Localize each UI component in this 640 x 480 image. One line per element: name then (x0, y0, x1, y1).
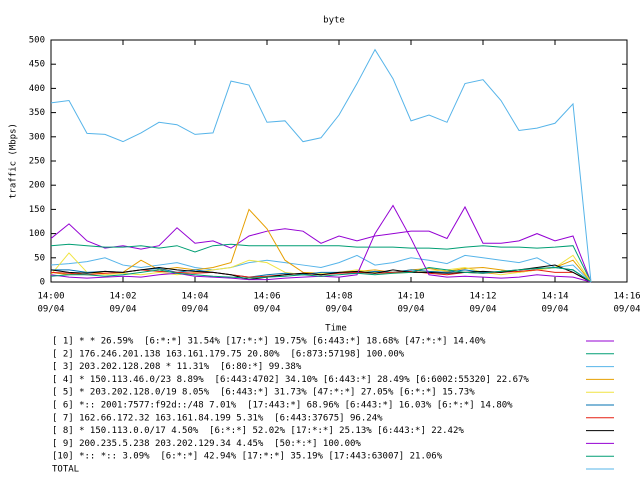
x-tick-label: 14:08 (325, 292, 352, 302)
y-tick-label: 350 (29, 108, 45, 118)
legend-label: [ 9] 200.235.5.238 203.202.129.34 4.45% … (52, 439, 361, 449)
x-tick-date: 09/04 (181, 305, 208, 315)
legend-label: [10] *:: *:: 3.09% [6:*:*] 42.94% [17:*:… (52, 452, 443, 462)
x-tick-label: 14:14 (541, 292, 568, 302)
y-tick-label: 200 (29, 181, 45, 191)
series-line (50, 243, 592, 283)
legend-label: [ 6] *:: 2001:7577:f92d::/48 7.01% [17:4… (52, 401, 513, 411)
x-tick-label: 14:12 (469, 292, 496, 302)
y-tick-label: 400 (29, 84, 45, 94)
y-tick-label: 500 (29, 36, 45, 46)
legend-label: [ 2] 176.246.201.138 163.161.179.75 20.8… (52, 349, 405, 359)
x-tick-date: 09/04 (109, 305, 136, 315)
x-tick-label: 14:02 (109, 292, 136, 302)
legend-label: TOTAL (52, 465, 79, 475)
chart-title: byte (323, 16, 345, 26)
legend-label: [ 5] * 203.202.128.0/19 8.05% [6:443:*] … (52, 388, 475, 398)
series-line (50, 205, 592, 283)
legend-label: [ 4] * 150.113.46.0/23 8.89% [6:443:4702… (52, 375, 529, 385)
x-axis-label: Time (325, 324, 347, 334)
y-tick-label: 300 (29, 132, 45, 142)
x-tick-date: 09/04 (541, 305, 568, 315)
y-tick-label: 250 (29, 157, 45, 167)
y-tick-label: 50 (34, 253, 45, 263)
series-line (50, 48, 592, 283)
x-tick-label: 14:06 (253, 292, 280, 302)
x-tick-label: 14:10 (397, 292, 424, 302)
series-line (50, 266, 592, 283)
x-tick-date: 09/04 (253, 305, 280, 315)
y-tick-label: 100 (29, 229, 45, 239)
series-line (50, 254, 592, 283)
x-tick-label: 14:16 (613, 292, 640, 302)
x-tick-date: 09/04 (397, 305, 424, 315)
legend-label: [ 3] 203.202.128.208 * 11.31% [6:80:*] 9… (52, 362, 302, 372)
y-axis-label: traffic (Mbps) (9, 123, 19, 199)
legend-label: [ 1] * * 26.59% [6:*:*] 31.54% [17:*:*] … (52, 337, 486, 347)
x-tick-label: 14:00 (37, 292, 64, 302)
x-tick-date: 09/04 (37, 305, 64, 315)
y-tick-label: 150 (29, 205, 45, 215)
x-tick-label: 14:04 (181, 292, 208, 302)
series-line (50, 252, 592, 283)
series-line (50, 264, 592, 283)
x-tick-date: 09/04 (325, 305, 352, 315)
x-tick-date: 09/04 (469, 305, 496, 315)
legend-label: [ 7] 162.66.172.32 163.161.84.199 5.31% … (52, 413, 383, 423)
x-tick-date: 09/04 (613, 305, 640, 315)
legend-label: [ 8] * 150.113.0.0/17 4.50% [6:*:*] 52.0… (52, 426, 464, 436)
y-tick-label: 450 (29, 60, 45, 70)
y-tick-label: 0 (40, 278, 45, 288)
